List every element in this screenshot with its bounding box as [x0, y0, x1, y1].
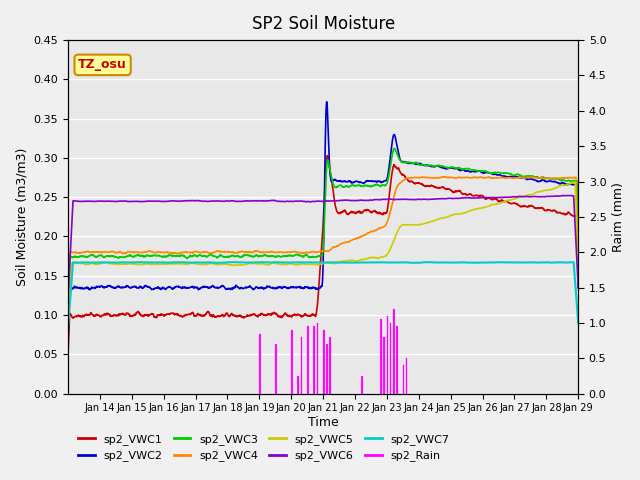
- Text: TZ_osu: TZ_osu: [78, 59, 127, 72]
- Y-axis label: Soil Moisture (m3/m3): Soil Moisture (m3/m3): [15, 148, 28, 286]
- Legend: sp2_VWC1, sp2_VWC2, sp2_VWC3, sp2_VWC4, sp2_VWC5, sp2_VWC6, sp2_VWC7, sp2_Rain: sp2_VWC1, sp2_VWC2, sp2_VWC3, sp2_VWC4, …: [74, 430, 454, 466]
- Title: SP2 Soil Moisture: SP2 Soil Moisture: [252, 15, 395, 33]
- Y-axis label: Raim (mm): Raim (mm): [612, 182, 625, 252]
- X-axis label: Time: Time: [308, 416, 339, 429]
